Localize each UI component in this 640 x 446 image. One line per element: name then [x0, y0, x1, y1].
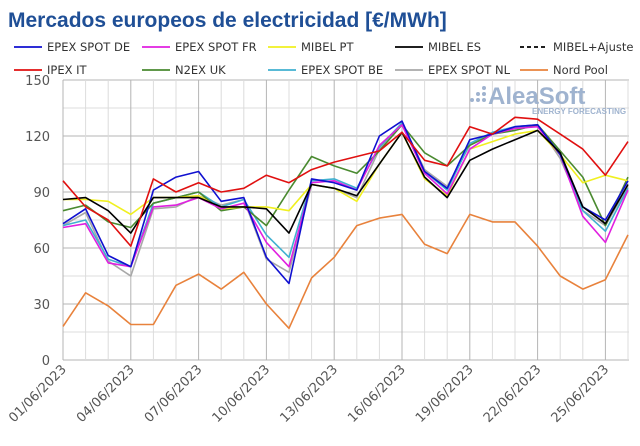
- legend-label: MIBEL PT: [301, 40, 354, 54]
- logo-dots-icon: [470, 86, 486, 102]
- y-tick-label: 60: [33, 242, 50, 257]
- series-line-mibel-pt: [63, 129, 629, 216]
- y-axis: 0 30 60 90 120 150: [25, 74, 50, 369]
- x-tick-label: 01/06/2023: [6, 362, 70, 426]
- y-tick-label: 150: [25, 74, 50, 89]
- legend-label: Nord Pool: [553, 63, 608, 77]
- logo-tagline: ENERGY FORECASTING: [532, 107, 626, 116]
- logo-brand: AleaSoft: [488, 83, 585, 110]
- legend-label: MIBEL ES: [428, 40, 481, 54]
- x-tick-label: 04/06/2023: [74, 362, 138, 426]
- series-line-nord-pool: [62, 213, 629, 330]
- x-tick-label: 13/06/2023: [277, 362, 341, 426]
- series-line-n2ex-uk: [62, 124, 629, 229]
- legend-label: IPEX IT: [47, 63, 88, 77]
- legend-label: MIBEL+Ajuste: [553, 40, 633, 54]
- legend-label: N2EX UK: [175, 63, 226, 77]
- legend-label: EPEX SPOT BE: [301, 63, 383, 77]
- legend-label: EPEX SPOT FR: [175, 40, 257, 54]
- y-tick-label: 0: [42, 354, 50, 369]
- series-line-mibel-es: [62, 129, 629, 234]
- chart-title: Mercados europeos de electricidad [€/MWh…: [8, 9, 447, 32]
- legend-label: EPEX SPOT NL: [428, 63, 511, 77]
- x-axis: 01/06/2023 04/06/2023 07/06/2023 10/06/2023…: [6, 362, 612, 426]
- y-tick-label: 120: [25, 130, 50, 145]
- x-tick-label: 19/06/2023: [413, 362, 477, 426]
- aleasoft-logo: AleaSoft ENERGY FORECASTING: [470, 83, 626, 116]
- series-line-epex-spot-de: [62, 120, 629, 285]
- series-lines: [62, 116, 629, 330]
- x-tick-label: 22/06/2023: [481, 362, 545, 426]
- x-tick-label: 07/06/2023: [142, 362, 206, 426]
- y-tick-label: 30: [33, 298, 50, 313]
- x-tick-label: 16/06/2023: [345, 362, 409, 426]
- legend-label: EPEX SPOT DE: [47, 40, 130, 54]
- x-tick-label: 25/06/2023: [549, 362, 613, 426]
- legend: EPEX SPOT DE EPEX SPOT FR MIBEL PT MIBEL ES…: [14, 40, 633, 77]
- y-tick-label: 90: [33, 186, 50, 201]
- series-line-epex-spot-fr: [62, 124, 629, 268]
- x-tick-label: 10/06/2023: [210, 362, 274, 426]
- series-line-ipex-it: [62, 116, 629, 247]
